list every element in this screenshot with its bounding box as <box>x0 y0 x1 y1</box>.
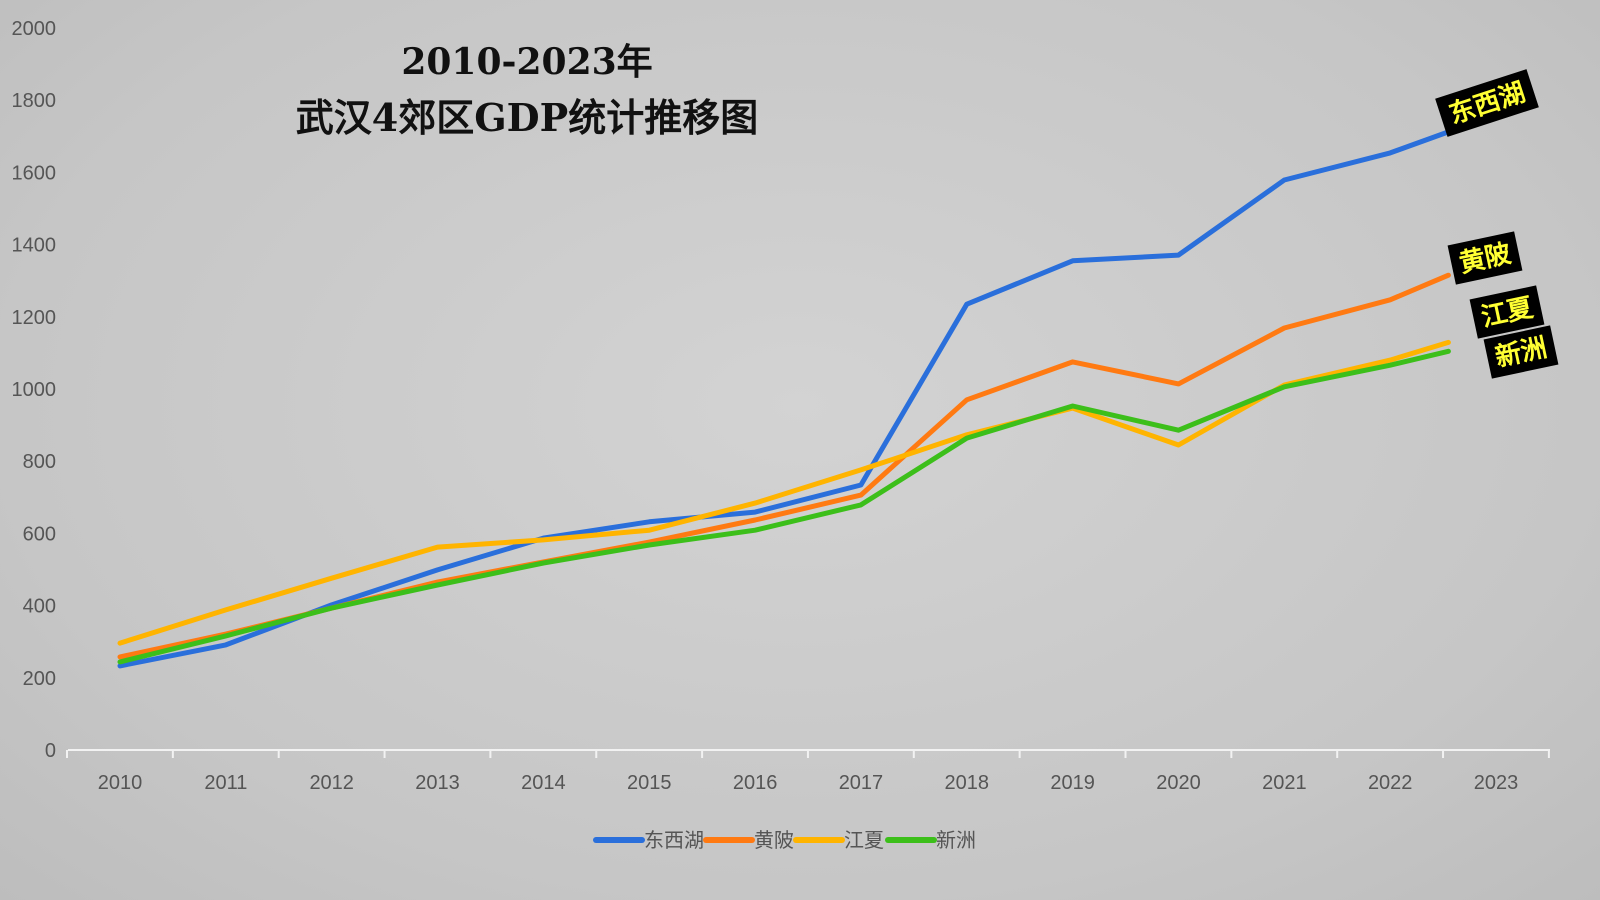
series-end-label: 黄陂 <box>1447 231 1523 285</box>
series-end-label: 新洲 <box>1483 325 1559 379</box>
y-tick-label: 1000 <box>12 379 57 401</box>
series-line-0 <box>117 129 1451 669</box>
legend-label: 新洲 <box>936 828 976 852</box>
x-tick-label: 2020 <box>1156 772 1201 794</box>
x-tick-label: 2018 <box>945 772 990 794</box>
series-line-2 <box>117 339 1451 646</box>
series-end-label: 东西湖 <box>1435 69 1539 137</box>
chart-subtitle: 武汉4郊区GDP统计推移图 <box>296 95 758 140</box>
x-tick-label: 2022 <box>1368 772 1413 794</box>
series-line-1 <box>117 272 1451 660</box>
x-tick-label: 2023 <box>1474 772 1519 794</box>
y-tick-label: 2000 <box>12 18 57 40</box>
y-tick-label: 600 <box>23 523 56 545</box>
legend-label: 江夏 <box>844 828 884 852</box>
legend-label: 黄陂 <box>754 828 794 852</box>
x-tick-label: 2016 <box>733 772 778 794</box>
series-line-3 <box>117 348 1451 665</box>
y-tick-label: 1600 <box>12 162 57 184</box>
x-tick-label: 2014 <box>521 772 566 794</box>
x-tick-label: 2012 <box>309 772 354 794</box>
legend: 东西湖 黄陂 江夏 新洲 <box>593 828 976 852</box>
x-tick-label: 2011 <box>204 772 247 794</box>
x-tick-label: 2021 <box>1262 772 1307 794</box>
x-tick-label: 2013 <box>415 772 460 794</box>
x-tick-label: 2015 <box>627 772 672 794</box>
chart-title: 2010-2023年 <box>401 41 652 83</box>
x-tick-label: 2019 <box>1050 772 1095 794</box>
y-tick-label: 1800 <box>12 90 57 112</box>
x-tick-label: 2010 <box>98 772 143 794</box>
y-tick-label: 0 <box>45 740 56 762</box>
y-tick-label: 400 <box>23 596 56 618</box>
y-tick-label: 800 <box>23 451 56 473</box>
series-end-label: 江夏 <box>1469 285 1545 339</box>
y-tick-label: 1200 <box>12 307 57 329</box>
y-tick-label: 1400 <box>12 235 57 257</box>
y-tick-label: 200 <box>23 668 56 690</box>
legend-label: 东西湖 <box>644 828 704 852</box>
x-tick-label: 2017 <box>839 772 884 794</box>
